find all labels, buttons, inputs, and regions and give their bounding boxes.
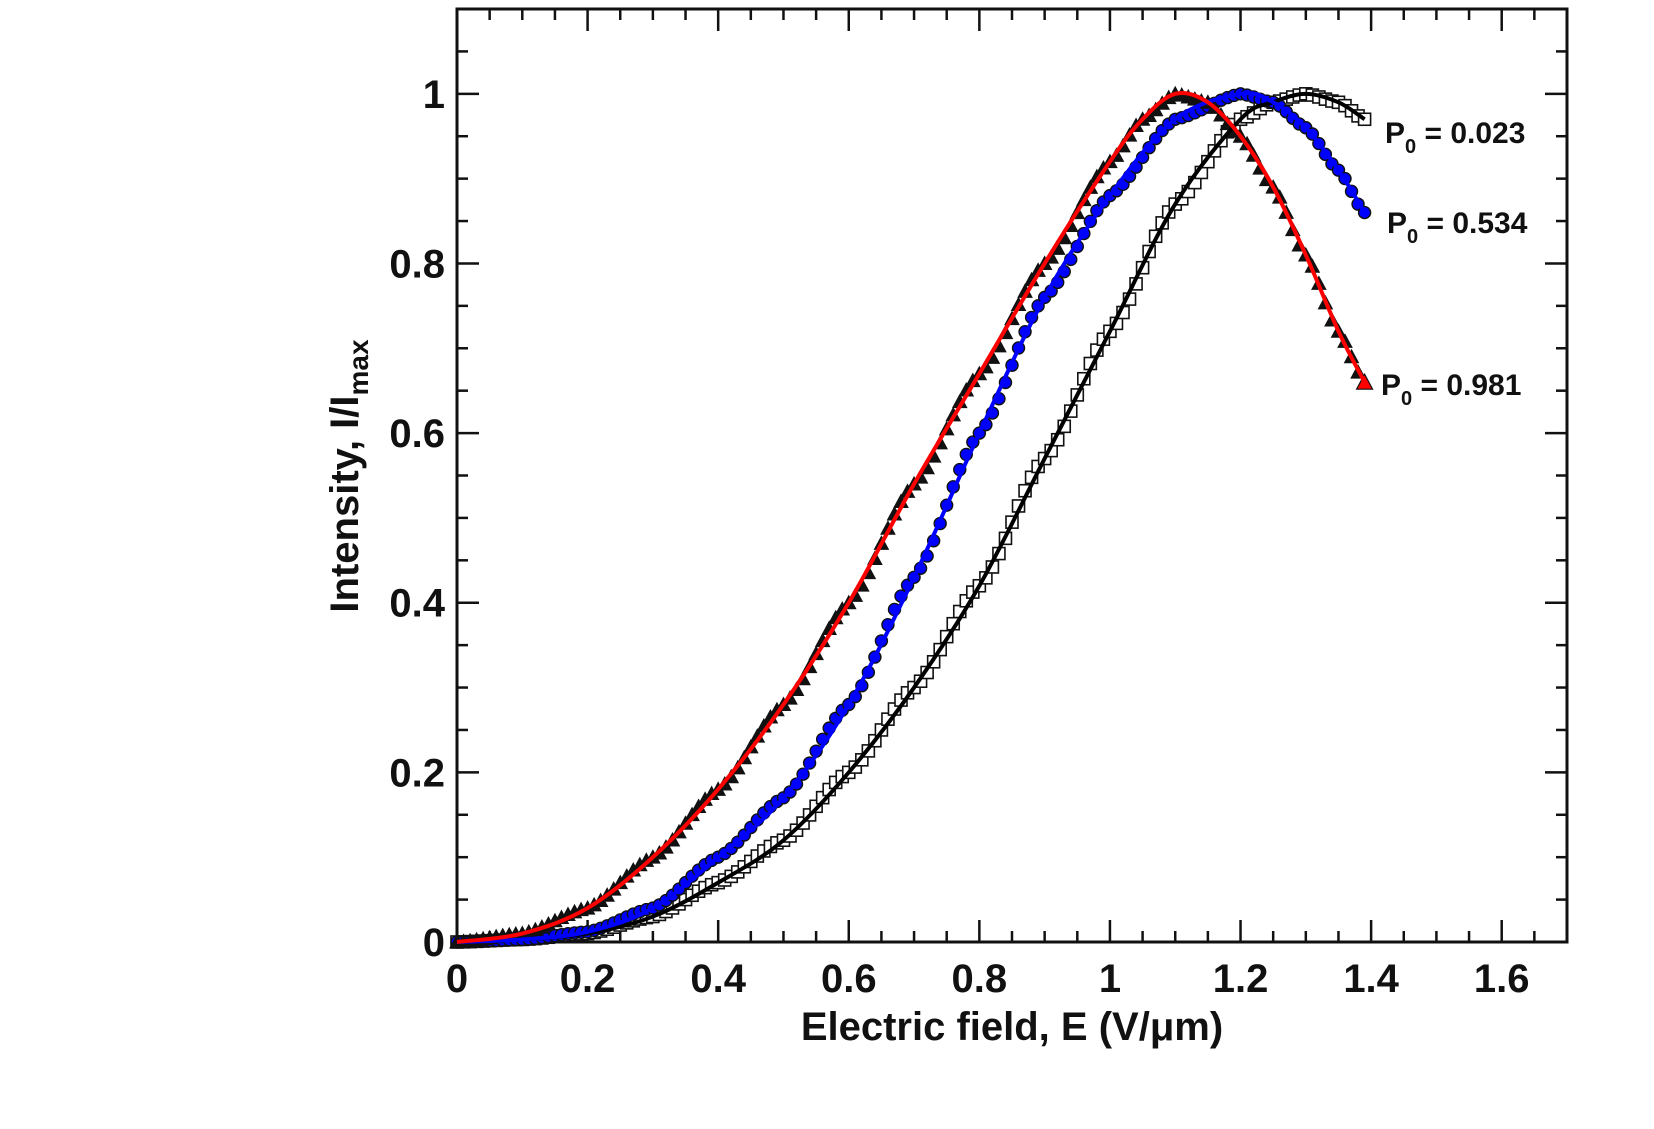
x-tick-label: 1.6: [1474, 957, 1530, 1001]
series-annotation-1: P0 = 0.534: [1387, 207, 1528, 248]
x-tick-label: 1: [1099, 957, 1121, 1001]
y-axis-title-main: Intensity, I/I: [323, 395, 367, 612]
x-tick-label: 0.4: [690, 957, 746, 1001]
series-annotation-0: P0 = 0.023: [1385, 117, 1525, 158]
x-tick-label: 1.2: [1213, 957, 1269, 1001]
annotation-value: = 0.023: [1416, 117, 1525, 150]
x-axis-title: Electric field, E (V/μm): [801, 1005, 1223, 1049]
annotation-sub: 0: [1407, 226, 1418, 248]
y-tick-label: 1: [423, 73, 445, 117]
tick-labels: 0 0.2 0.4 0.6 0.8 1 1.2 1.4 1.6 0 0.2 0.4 0.6 0.8 1: [389, 73, 1529, 1001]
fit-line-0: [456, 91, 1366, 944]
x-tick-label: 0.6: [821, 957, 877, 1001]
annotation-main: P: [1385, 117, 1405, 150]
annotation-value: = 0.534: [1418, 207, 1528, 240]
y-tick-label: 0.2: [389, 751, 445, 795]
annotation-value: = 0.981: [1412, 369, 1521, 402]
y-tick-label: 0: [423, 921, 445, 965]
y-axis-title-sub: max: [343, 339, 374, 395]
y-tick-label: 0.8: [389, 242, 445, 286]
x-tick-label: 1.4: [1343, 957, 1399, 1001]
x-tick-label: 0.2: [560, 957, 616, 1001]
axis-ticks: [455, 7, 1569, 944]
annotation-sub: 0: [1401, 388, 1412, 410]
fit-line-2: [456, 90, 1367, 944]
fit-line-1: [456, 91, 1367, 944]
annotation-main: P: [1387, 207, 1407, 240]
y-tick-label: 0.4: [389, 582, 445, 626]
x-tick-label: 0: [446, 957, 468, 1001]
annotation-sub: 0: [1405, 136, 1416, 158]
data-markers: [449, 85, 1374, 949]
series-annotation-2: P0 = 0.981: [1381, 369, 1521, 410]
fit-lines: [456, 90, 1367, 944]
y-tick-label: 0.6: [389, 412, 445, 456]
series-markers-1: [450, 87, 1372, 949]
annotation-main: P: [1381, 369, 1401, 402]
series-markers-2: [449, 85, 1374, 949]
x-tick-label: 0.8: [952, 957, 1008, 1001]
y-axis-title: Intensity, I/Imax: [323, 339, 374, 613]
series-markers-0: [450, 87, 1372, 949]
